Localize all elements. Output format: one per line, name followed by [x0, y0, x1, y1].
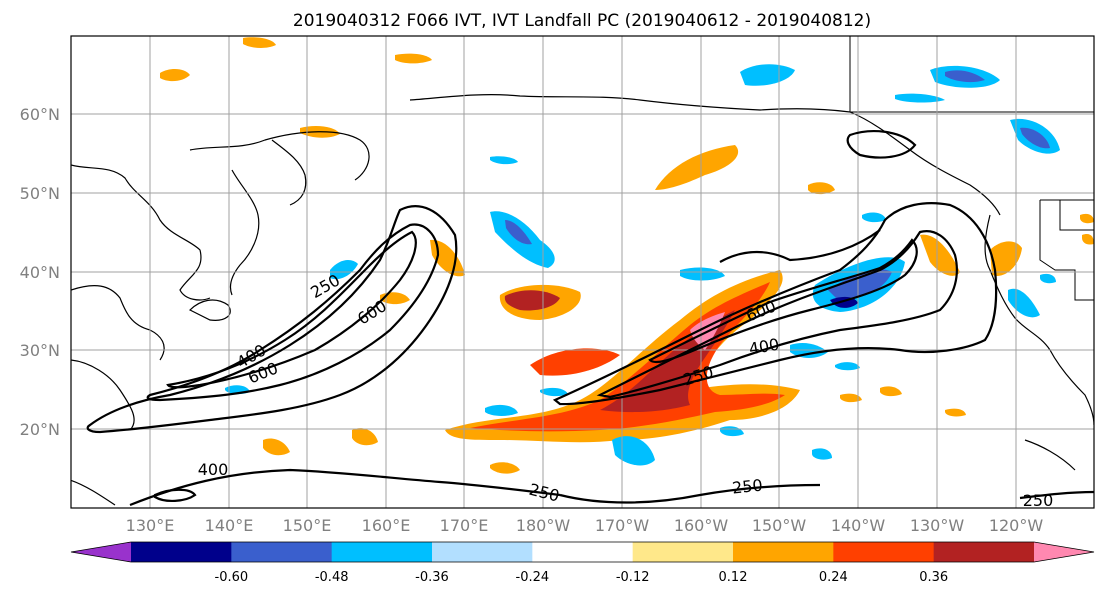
colorbar-outline [70, 541, 1095, 563]
colorbar-extend-max [1034, 542, 1094, 562]
lon-label: 160°E [362, 516, 411, 535]
colorbar-tick-label: -0.36 [415, 570, 449, 585]
lat-label: 60°N [20, 105, 60, 124]
contour-north-250 [719, 229, 881, 263]
colorbar-segment [532, 542, 634, 562]
colorbar-segment [933, 542, 1035, 562]
political-boundaries [849, 36, 1094, 301]
lon-label: 180°W [516, 516, 571, 535]
lon-label: 130°E [126, 516, 175, 535]
lat-label: 50°N [20, 184, 60, 203]
contour-west-400 [146, 223, 440, 402]
colorbar-segment [432, 542, 533, 562]
latitude-labels: 60°N 50°N 40°N 30°N 20°N [20, 105, 60, 439]
map-frame [70, 35, 1095, 509]
colorbar-segment [833, 542, 935, 562]
contour-south-400 [129, 468, 561, 507]
contour-label: 400 [198, 460, 229, 479]
lon-label: 120°W [989, 516, 1044, 535]
lat-label: 40°N [20, 263, 60, 282]
colorbar-segment [231, 542, 333, 562]
gridlines [71, 36, 1094, 508]
contour-east-400 [596, 230, 958, 399]
longitude-labels: 130°E 140°E 150°E 160°E 170°E 180°W 170°… [126, 516, 1044, 535]
figure-title: 2019040312 F066 IVT, IVT Landfall PC (20… [293, 11, 871, 31]
contour-south-250-a [559, 483, 821, 504]
contour-south-400-loop [153, 488, 197, 502]
contour-label: 250 [1023, 491, 1054, 510]
colorbar-tick-label: 0.36 [919, 570, 948, 585]
contour-east-600 [648, 238, 918, 364]
map-panel: 250 400 600 400 600 600 400 250 400 250 … [70, 35, 1095, 510]
colorbar-tick-label: -0.24 [516, 570, 550, 585]
lon-label: 150°W [752, 516, 807, 535]
lon-label: 160°W [674, 516, 729, 535]
contour-label: 250 [731, 475, 763, 497]
lat-label: 30°N [20, 341, 60, 360]
contour-west-600 [166, 230, 417, 389]
colorbar-ticks: -0.60 -0.48 -0.36 -0.24 -0.12 0.12 0.24 0.36 [215, 570, 949, 585]
colorbar-segment [733, 542, 834, 562]
colorbar-tick-label: -0.12 [616, 570, 650, 585]
lon-label: 150°E [283, 516, 332, 535]
contour-south-250-b [1019, 490, 1094, 500]
colorbar-tick-label: -0.48 [315, 570, 349, 585]
colorbar: -0.60 -0.48 -0.36 -0.24 -0.12 0.12 0.24 0.36 [70, 541, 1095, 585]
contour-west-250 [86, 205, 458, 434]
contour-ne-250 [846, 130, 917, 159]
colorbar-segments [70, 541, 1095, 563]
ivt-contours [86, 130, 1094, 507]
lon-label: 140°W [831, 516, 886, 535]
lat-label: 20°N [20, 420, 60, 439]
lon-label: 170°E [440, 516, 489, 535]
colorbar-segment [331, 542, 433, 562]
colorbar-segment [131, 542, 232, 562]
contour-east-250 [552, 202, 998, 406]
lon-label: 140°E [205, 516, 254, 535]
colorbar-extend-min [71, 542, 131, 562]
colorbar-tick-label: 0.24 [819, 570, 848, 585]
colorbar-tick-label: 0.12 [719, 570, 748, 585]
colorbar-segment [632, 542, 734, 562]
colorbar-tick-label: -0.60 [215, 570, 249, 585]
lon-label: 130°W [910, 516, 965, 535]
lon-label: 170°W [595, 516, 650, 535]
